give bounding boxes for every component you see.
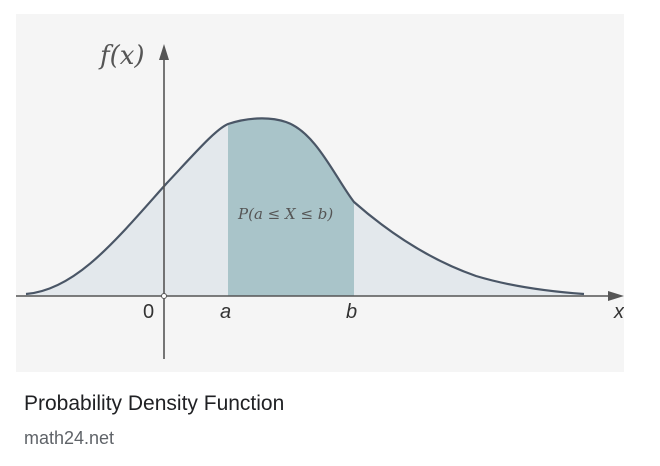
- result-thumbnail[interactable]: f(x) x 0 a b P(a ≤ X ≤ b): [16, 14, 624, 372]
- y-axis-label: f(x): [98, 41, 145, 71]
- x-axis-arrow: [608, 291, 624, 301]
- result-title[interactable]: Probability Density Function: [24, 392, 285, 415]
- x-axis-label: x: [613, 301, 624, 323]
- b-label: b: [346, 301, 357, 323]
- a-label: a: [220, 301, 231, 323]
- area-label: P(a ≤ X ≤ b): [237, 205, 333, 223]
- right-tail-area: [354, 202, 584, 296]
- interval-area: [228, 118, 354, 296]
- tail-area: [26, 124, 228, 296]
- result-source[interactable]: math24.net: [24, 428, 115, 448]
- pdf-figure: f(x) x 0 a b P(a ≤ X ≤ b): [16, 41, 624, 359]
- density-curve: [25, 117, 585, 296]
- origin-label: 0: [143, 301, 154, 323]
- origin-marker: [161, 293, 167, 299]
- y-axis-arrow: [159, 44, 169, 60]
